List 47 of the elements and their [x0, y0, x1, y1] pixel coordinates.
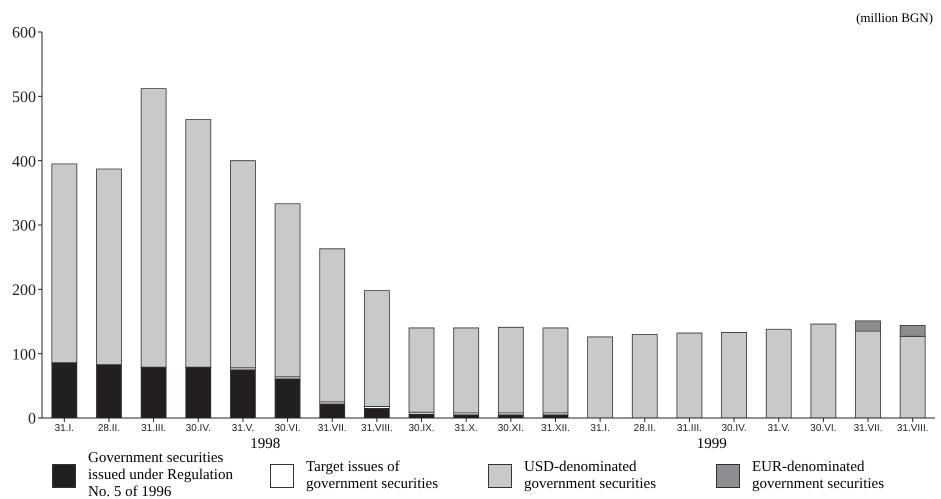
legend-label: Target issues of government securities: [306, 458, 440, 492]
bar: [766, 328, 792, 418]
y-tick-label: 200: [12, 282, 36, 300]
x-tick-label: 30.IV.: [186, 423, 211, 434]
x-tick-label: 31.III.: [141, 423, 166, 434]
bar: [498, 326, 524, 414]
bar: [542, 328, 568, 414]
y-tick-label: 300: [12, 218, 36, 235]
legend-label: EUR-denominated government securities: [752, 458, 886, 492]
bar: [408, 328, 434, 413]
x-tick-label: 31.VIII.: [361, 423, 393, 434]
x-tick-label: 31.VII.: [318, 423, 347, 434]
x-tick-label: 31.X.: [454, 423, 478, 434]
y-tick-label: 600: [12, 24, 36, 42]
legend-label: Government securities issued under Regulation No. 5 of 1996: [88, 450, 234, 499]
bar: [364, 290, 390, 407]
x-tick-label: 31.V.: [232, 423, 254, 434]
x-tick-label: 30.IV.: [721, 423, 747, 434]
bar: [632, 334, 658, 418]
x-tick-label: 30.VI.: [810, 423, 836, 434]
bar: [453, 328, 480, 414]
x-tick-label: 30.IX.: [408, 423, 435, 434]
x-tick-label: 30.XI.: [498, 423, 524, 434]
x-tick-label: 31.VIII.: [896, 423, 929, 434]
text: 1999: [696, 436, 728, 453]
y-axis-title: (million BGN): [856, 10, 933, 26]
text: 1998: [249, 436, 282, 453]
x-tick-label: 28.II.: [98, 423, 120, 434]
x-tick-label: 31.III.: [676, 423, 702, 434]
x-tick-label: 31.VII.: [854, 423, 882, 434]
bar: [676, 332, 702, 418]
x-tick-label: 31.XII.: [541, 423, 570, 434]
y-tick-label: 0: [28, 410, 36, 428]
y-tick-label: 400: [12, 153, 36, 170]
x-tick-label: 31.I.: [590, 423, 610, 434]
y-tick-label: 500: [12, 89, 36, 106]
bar: [274, 203, 300, 378]
bar: [230, 160, 256, 368]
x-tick-label: 28.II.: [634, 423, 656, 434]
bar: [810, 324, 836, 418]
x-tick-label: 31.V.: [768, 423, 790, 434]
bar: [587, 336, 614, 418]
y-tick-label: 100: [12, 346, 36, 364]
x-tick-label: 31.I.: [54, 423, 74, 434]
x-tick-label: 30.VI.: [274, 423, 301, 434]
legend-label: USD-denominated government securities: [524, 458, 658, 492]
bar: [721, 332, 747, 418]
